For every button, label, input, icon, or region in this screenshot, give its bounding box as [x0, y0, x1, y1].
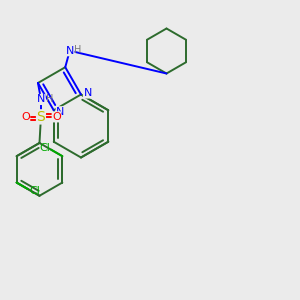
Text: Cl: Cl — [39, 143, 50, 153]
Text: N: N — [37, 94, 45, 104]
Text: H: H — [46, 94, 53, 104]
Text: O: O — [21, 112, 30, 122]
Text: N: N — [56, 107, 64, 117]
Text: Cl: Cl — [29, 186, 40, 196]
Text: N: N — [66, 46, 74, 56]
Text: N: N — [83, 88, 92, 98]
Text: O: O — [52, 112, 61, 122]
Text: S: S — [37, 110, 45, 124]
Text: H: H — [74, 45, 82, 55]
